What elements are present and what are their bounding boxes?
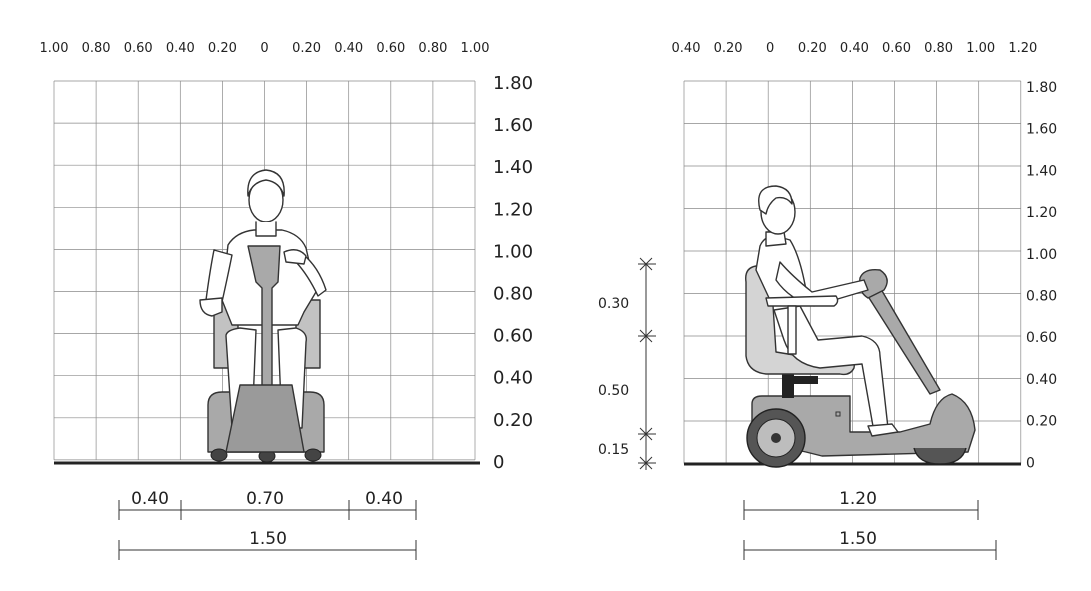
front-dim-center-label: 0.70 bbox=[246, 489, 284, 509]
front-right-tick-label: 0.80 bbox=[493, 284, 533, 305]
front-person-neck bbox=[255, 221, 277, 237]
front-top-tick-label: 0.40 bbox=[166, 41, 195, 56]
front-right-tick-label: 1.00 bbox=[493, 241, 533, 262]
side-dim-inner-label: 1.20 bbox=[839, 489, 877, 509]
front-view: 1.00 0.80 0.60 0.40 0.20 0 0.20 0.40 0.60 0.80 1.0… bbox=[40, 41, 533, 560]
side-right-tick-label: 1.80 bbox=[1026, 80, 1057, 96]
front-dim-overall-label: 1.50 bbox=[249, 529, 287, 549]
front-top-tick-label: 0.40 bbox=[334, 41, 363, 56]
front-dim-right-label: 0.40 bbox=[365, 489, 403, 509]
front-right-tick-label: 0 bbox=[493, 452, 504, 473]
side-dim-overall-label: 1.50 bbox=[839, 529, 877, 549]
side-seat-bracket bbox=[782, 376, 818, 384]
front-right-tick-label: 0.60 bbox=[493, 326, 533, 347]
front-top-tick-label: 1.00 bbox=[40, 41, 69, 56]
side-right-tick-label: 0.40 bbox=[1026, 372, 1057, 388]
front-person-hair bbox=[247, 169, 285, 197]
side-top-tick-label: 1.20 bbox=[1008, 41, 1037, 56]
side-body-marker bbox=[835, 411, 841, 417]
side-vertical-dimensions: 0.30 0.50 0.15 bbox=[598, 257, 656, 470]
side-top-tick-label: 0 bbox=[766, 41, 774, 56]
side-top-tick-label: 0.80 bbox=[924, 41, 953, 56]
side-person-hair bbox=[758, 185, 793, 215]
side-vdim-label-2: 0.50 bbox=[598, 383, 629, 399]
side-top-tick-label: 0.40 bbox=[672, 41, 701, 56]
front-top-tick-label: 1.00 bbox=[461, 41, 490, 56]
side-right-tick-label: 1.00 bbox=[1026, 247, 1057, 263]
side-right-tick-label: 1.20 bbox=[1026, 205, 1057, 221]
side-scooter-body bbox=[751, 393, 976, 457]
side-right-tick-label: 0 bbox=[1026, 455, 1035, 471]
side-right-tick-label: 0.60 bbox=[1026, 330, 1057, 346]
front-right-tick-label: 0.20 bbox=[493, 410, 533, 431]
front-right-tick-label: 1.60 bbox=[493, 115, 533, 136]
front-right-wheel bbox=[304, 448, 322, 462]
side-top-tick-label: 0.20 bbox=[714, 41, 743, 56]
front-top-tick-label: 0 bbox=[260, 41, 268, 56]
front-top-tick-label: 0.60 bbox=[124, 41, 153, 56]
front-shroud bbox=[225, 384, 305, 453]
side-right-tick-label: 1.40 bbox=[1026, 163, 1057, 179]
side-person-foot bbox=[867, 423, 899, 437]
side-grid bbox=[683, 80, 1022, 464]
side-top-ticks: 0.40 0.20 0 0.20 0.40 0.60 0.80 1.00 1.20 bbox=[672, 41, 1038, 56]
side-top-tick-label: 0.40 bbox=[840, 41, 869, 56]
front-right-ticks: 1.80 1.60 1.40 1.20 1.00 0.80 0.60 0.40 0.20 0 bbox=[493, 73, 533, 473]
front-right-tick-label: 0.40 bbox=[493, 368, 533, 389]
front-top-tick-label: 0.80 bbox=[82, 41, 111, 56]
side-right-tick-label: 0.20 bbox=[1026, 414, 1057, 430]
front-top-tick-label: 0.60 bbox=[376, 41, 405, 56]
side-scooter-illustration bbox=[745, 185, 976, 468]
side-right-ticks: 1.80 1.60 1.40 1.20 1.00 0.80 0.60 0.40 0.20 0 bbox=[1026, 80, 1057, 471]
side-vdim-label-3: 0.15 bbox=[598, 442, 629, 458]
front-top-tick-label: 0.80 bbox=[418, 41, 447, 56]
side-horizontal-dimensions: 1.20 1.50 bbox=[743, 489, 997, 560]
front-top-tick-label: 0.20 bbox=[292, 41, 321, 56]
side-front-wheel bbox=[913, 447, 967, 465]
front-right-tick-label: 1.40 bbox=[493, 157, 533, 178]
front-person-right-hand bbox=[283, 249, 307, 265]
side-right-tick-label: 0.80 bbox=[1026, 289, 1057, 305]
side-right-tick-label: 1.60 bbox=[1026, 122, 1057, 138]
side-armrest-post bbox=[787, 305, 797, 355]
front-right-tick-label: 1.80 bbox=[493, 73, 533, 94]
front-dim-left-label: 0.40 bbox=[131, 489, 169, 509]
front-left-wheel bbox=[210, 448, 228, 462]
front-top-tick-label: 0.20 bbox=[208, 41, 237, 56]
side-armrest bbox=[765, 295, 839, 307]
side-rear-wheel-axle bbox=[771, 433, 781, 443]
side-top-tick-label: 1.00 bbox=[966, 41, 995, 56]
side-vdim-label-1: 0.30 bbox=[598, 296, 629, 312]
front-right-tick-label: 1.20 bbox=[493, 199, 533, 220]
front-person-left-hand bbox=[199, 297, 223, 317]
side-person-arm bbox=[775, 261, 869, 307]
front-scooter-illustration bbox=[199, 169, 327, 463]
side-top-tick-label: 0.20 bbox=[798, 41, 827, 56]
side-top-tick-label: 0.60 bbox=[882, 41, 911, 56]
front-dimensions: 0.40 0.70 0.40 1.50 bbox=[118, 489, 417, 560]
front-top-ticks: 1.00 0.80 0.60 0.40 0.20 0 0.20 0.40 0.60 0.80 1.0… bbox=[40, 41, 490, 56]
side-view: 0.40 0.20 0 0.20 0.40 0.60 0.80 1.00 1.20 1.801.… bbox=[598, 41, 1057, 560]
